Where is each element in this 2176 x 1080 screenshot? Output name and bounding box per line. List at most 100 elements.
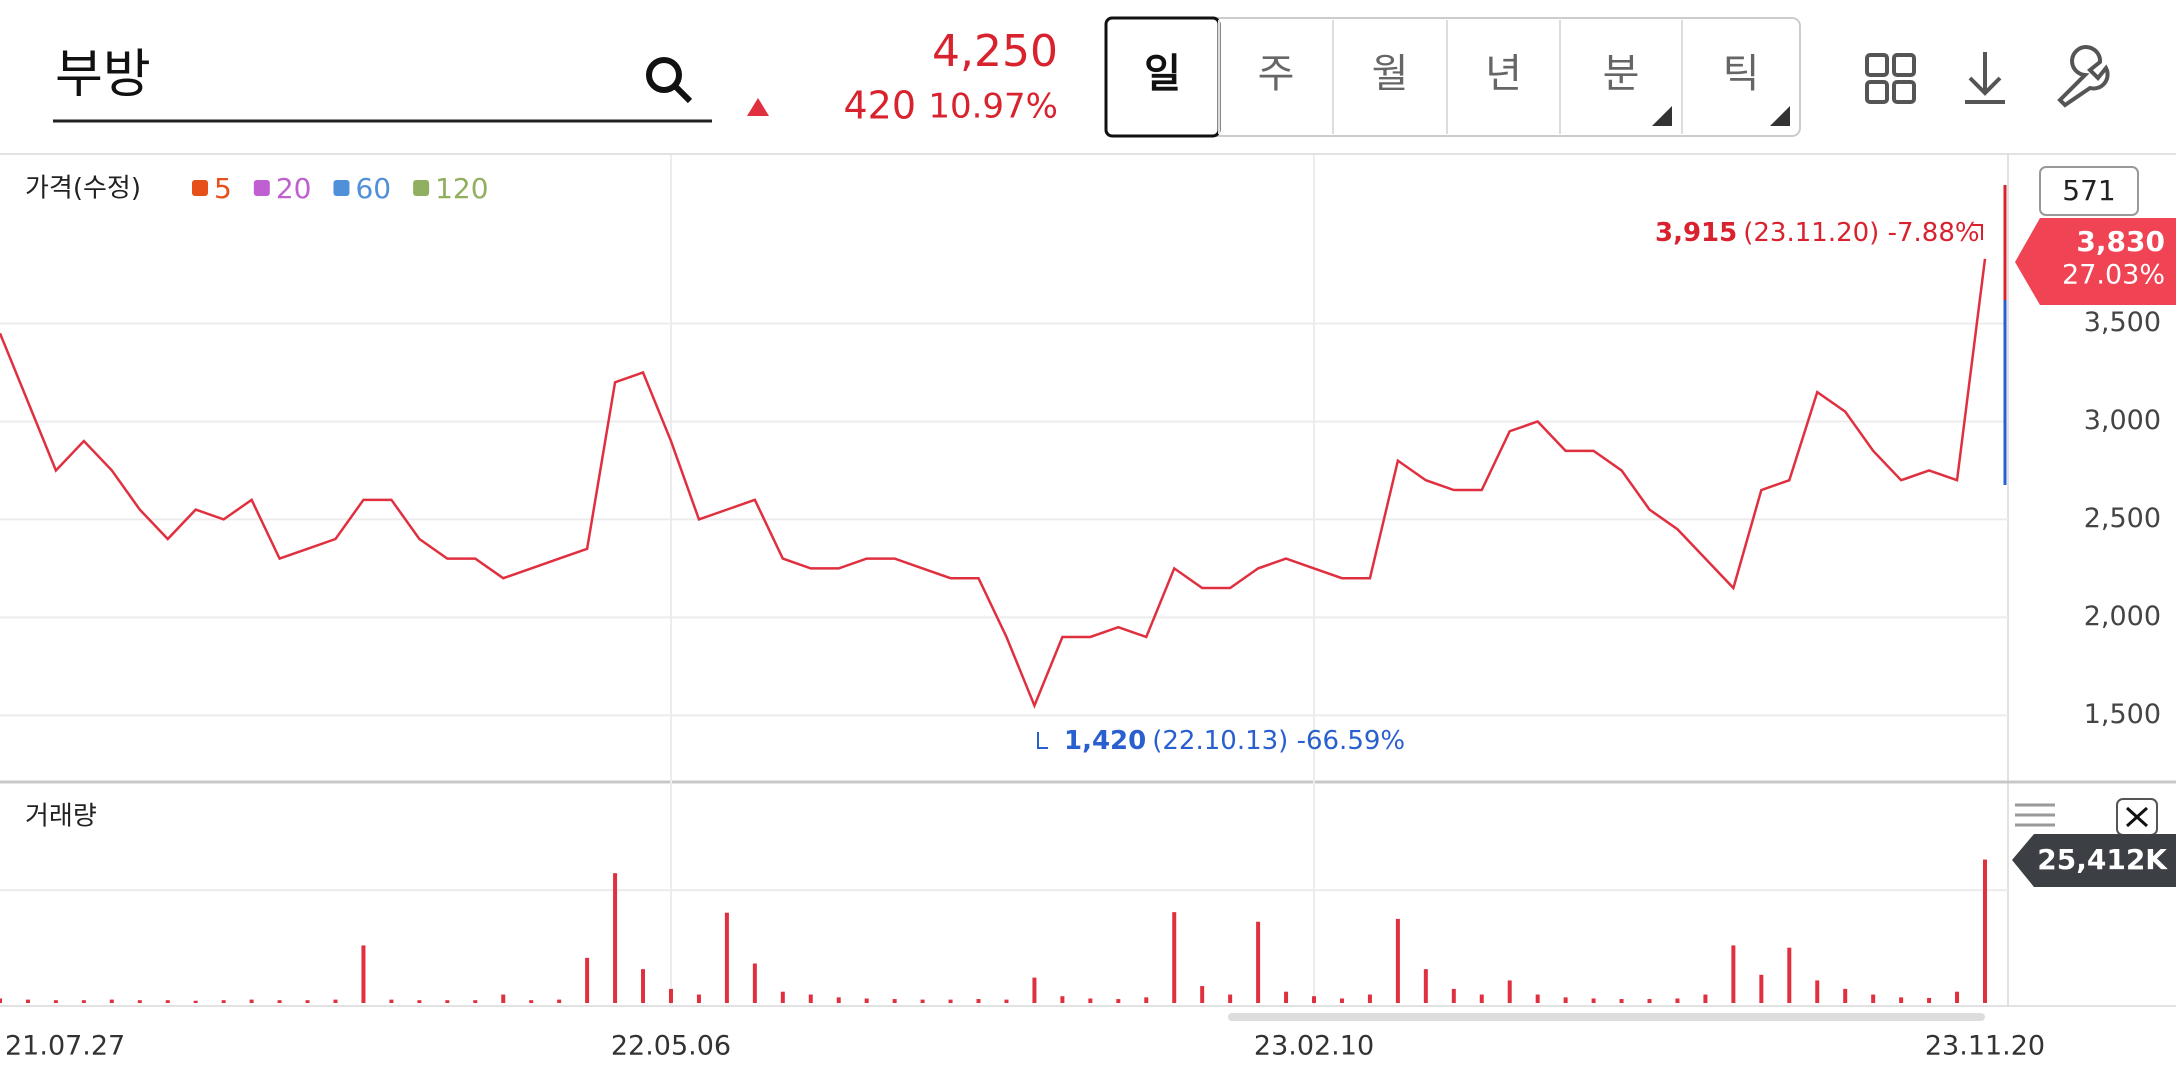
high-detail: (23.11.20) -7.88% [1743,218,1979,248]
volume-bar [1955,991,1960,1003]
volume-bar [1899,997,1904,1003]
download-icon[interactable] [1965,52,2005,104]
volume-bar [53,1000,58,1003]
volume-bar [864,998,869,1003]
volume-bar [1563,997,1568,1003]
volume-bar [389,999,394,1003]
price-line [0,258,1987,709]
volume-bar [1619,999,1624,1003]
y-tick-label: 3,000 [2084,405,2161,436]
volume-bar [333,999,338,1003]
volume-bar [1647,999,1652,1003]
close-icon[interactable] [2116,798,2158,836]
volume-bar [1312,996,1317,1003]
grid-icon[interactable] [1865,53,1916,104]
current-pct-label: 27.03% [2062,260,2165,291]
search-icon[interactable] [646,57,693,104]
volume-bar [1927,997,1932,1003]
volume-bar [305,1000,310,1003]
volume-bar [1983,859,1987,1003]
volume-bar [1591,998,1596,1003]
current-price: 4,250 [932,26,1058,77]
volume-bar [1815,980,1820,1003]
volume-bar [1675,998,1680,1003]
volume-bar [641,969,646,1003]
y-tick-label: 2,000 [2084,601,2161,632]
volume-bar [473,1000,478,1003]
volume-bar [585,957,590,1003]
volume-bar [1479,994,1484,1003]
volume-bar [0,998,2,1003]
volume-bar [1731,945,1736,1003]
legend-swatch [192,180,208,196]
high-value: 3,915 [1655,218,1737,248]
volume-bar [892,999,897,1003]
legend-swatch [333,180,350,196]
volume-bar [1060,996,1065,1003]
volume-pane-title: 거래량 [25,802,97,832]
y-tick-label: 2,500 [2084,503,2161,534]
price-change: 420 [843,84,916,128]
y-tick-label: 1,500 [2084,699,2161,730]
high-marker [1972,224,1983,240]
volume-bar [724,912,729,1003]
tab-label[interactable]: 틱 [1723,51,1760,97]
volume-bar [1088,998,1093,1003]
volume-bar [1451,988,1456,1003]
low-marker [1037,732,1048,749]
tab-label[interactable]: 월 [1372,51,1409,97]
menu-icon[interactable] [2015,803,2055,827]
volume-bar [752,963,757,1003]
tab-label[interactable]: 년 [1485,51,1522,97]
tab-corner [1770,106,1790,126]
volume-bar [109,999,114,1003]
tab-corner [1652,106,1672,126]
volume-bar [1871,994,1876,1003]
volume-bar [249,999,254,1003]
volume-bar [1367,994,1372,1003]
price-change-pct: 10.97% [928,87,1058,127]
volume-bar [1032,977,1037,1003]
legend-label: 60 [355,172,391,205]
tab-label[interactable]: 일 [1144,51,1181,97]
search-text[interactable]: 부방 [55,45,151,105]
volume-bar [668,988,673,1003]
tab-label[interactable]: 주 [1258,51,1295,97]
volume-bar [529,1000,534,1003]
volume-tag-label: 25,412K [2037,843,2168,876]
x-tick-label: 21.07.27 [5,1031,125,1062]
volume-bar [696,994,701,1003]
volume-bar [1535,994,1540,1003]
volume-bar [417,1000,422,1003]
volume-bar [165,1000,170,1003]
settings-icon[interactable] [2057,45,2110,108]
volume-bar [137,1000,142,1003]
current-price-label: 3,830 [2076,225,2165,258]
volume-bar [613,873,618,1003]
volume-bar [1004,999,1009,1003]
volume-bar [1703,994,1708,1003]
volume-bar [1256,921,1261,1003]
volume-bar [277,1000,282,1003]
legend-swatch [253,180,270,196]
volume-bar [1228,994,1233,1003]
tab-label[interactable]: 분 [1603,51,1640,97]
volume-bar [557,999,562,1003]
volume-bar [25,999,30,1003]
badge-text: 571 [2062,174,2115,207]
scrollbar[interactable] [1228,1013,1985,1021]
x-tick-label: 23.02.10 [1254,1031,1374,1062]
current-price-tag [2015,218,2176,305]
volume-bar [1843,988,1848,1003]
legend-label: 20 [276,172,312,205]
volume-tag [2012,834,2176,887]
volume-bar [193,1000,198,1003]
volume-bar [1423,969,1428,1003]
badge-box [2039,166,2139,216]
volume-bar [1339,998,1344,1003]
legend-swatch [413,180,430,196]
x-tick-label: 23.11.20 [1925,1031,2045,1062]
volume-bar [1116,999,1121,1003]
